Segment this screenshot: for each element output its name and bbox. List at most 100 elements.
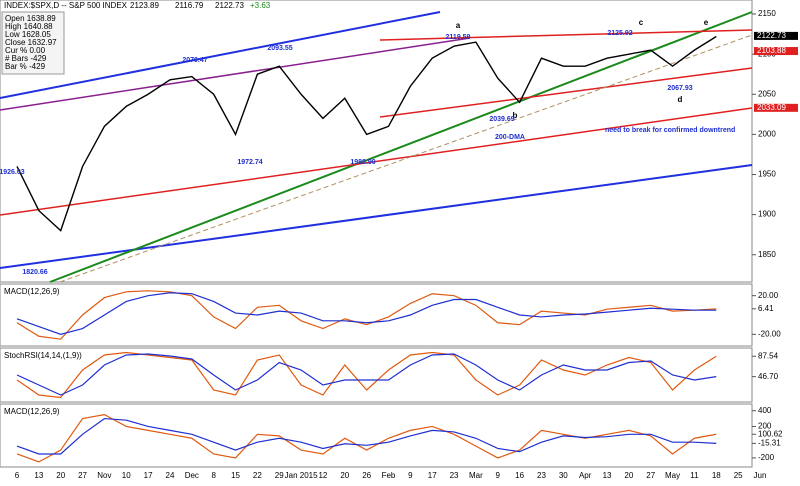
x-tick-label: 6 <box>15 471 20 480</box>
wave-label: d <box>678 95 683 104</box>
x-tick-label: 23 <box>537 471 546 480</box>
macd2-panel <box>0 403 753 468</box>
annotation: 1972.74 <box>237 159 262 166</box>
price-marker <box>754 47 798 56</box>
trend-line <box>0 37 471 111</box>
quote: 2122.73 <box>215 1 244 10</box>
x-tick-label: 27 <box>78 471 87 480</box>
x-tick-label: 10 <box>122 471 131 480</box>
annotation: 1820.66 <box>22 269 47 276</box>
annotation: 2119.59 <box>446 34 471 41</box>
x-tick-label: 20 <box>624 471 633 480</box>
x-tick-label: Apr <box>579 471 592 480</box>
info-line: High 1640.88 <box>5 22 53 31</box>
y-tick-label: 87.54 <box>758 351 779 360</box>
series-line <box>16 353 717 396</box>
x-tick-label: 18 <box>712 471 721 480</box>
x-tick-label: 24 <box>166 471 175 480</box>
price-marker-label: 2122.73 <box>757 31 786 40</box>
annotation: 2039.69 <box>489 116 514 123</box>
x-tick-label: Jan 2015 <box>285 471 318 480</box>
x-tick-label: Dec <box>185 471 199 480</box>
annotation: 2093.55 <box>267 45 292 52</box>
x-tick-label: 17 <box>428 471 437 480</box>
series-line <box>16 351 717 399</box>
x-tick-label: Jun <box>754 471 767 480</box>
x-tick-label: Nov <box>97 471 111 480</box>
info-line: Open 1638.89 <box>5 14 56 23</box>
x-tick-label: 13 <box>603 471 612 480</box>
annotation: need to break for confirmed downtrend <box>605 127 735 134</box>
ma-200 <box>0 107 753 216</box>
annotation: 2067.93 <box>667 85 692 92</box>
y-tick-label: -20.00 <box>758 329 781 338</box>
price-marker <box>754 31 798 40</box>
y-tick-label: -200 <box>758 453 775 462</box>
annotation: 1926.03 <box>0 169 25 176</box>
x-tick-label: 12 <box>318 471 327 480</box>
series-line <box>16 35 717 232</box>
info-line: Bar % -429 <box>5 62 46 71</box>
trend-line <box>379 67 753 118</box>
x-tick-label: 20 <box>56 471 65 480</box>
quote: 2123.89 <box>130 1 159 10</box>
x-tick-label: 27 <box>646 471 655 480</box>
x-tick-label: May <box>665 471 680 480</box>
panel-title: MACD(12,26,9) <box>4 407 60 416</box>
wave-label: e <box>704 18 709 27</box>
quote: +3.63 <box>250 1 271 10</box>
y-tick-label: 1950 <box>758 170 776 179</box>
y-tick-label: 6.41 <box>758 304 774 313</box>
x-tick-label: 9 <box>408 471 413 480</box>
x-tick-label: 29 <box>275 471 284 480</box>
x-tick-label: 26 <box>362 471 371 480</box>
annotation: 2125.92 <box>607 30 632 37</box>
y-tick-label: 20.00 <box>758 291 779 300</box>
trend-line <box>379 29 753 41</box>
x-tick-label: 8 <box>211 471 216 480</box>
wave-label: b <box>513 111 518 120</box>
info-line: Close 1632.97 <box>5 38 57 47</box>
trend-line <box>49 11 753 283</box>
x-tick-label: Mar <box>469 471 483 480</box>
x-tick-label: 30 <box>559 471 568 480</box>
macd-panel <box>0 283 753 347</box>
price-marker <box>754 103 798 112</box>
x-tick-label: 25 <box>734 471 743 480</box>
y-tick-label: 2050 <box>758 89 776 98</box>
x-tick-label: 23 <box>450 471 459 480</box>
x-tick-label: 13 <box>34 471 43 480</box>
y-tick-label: 1900 <box>758 210 776 219</box>
y-tick-label: 200 <box>758 422 772 431</box>
y-tick-label: 2150 <box>758 9 776 18</box>
x-tick-label: 11 <box>690 471 699 480</box>
x-tick-label: 15 <box>231 471 240 480</box>
annotation: 1980.90 <box>350 159 375 166</box>
y-tick-label: -15.31 <box>758 439 781 448</box>
annotation: 200-DMA <box>495 134 525 141</box>
info-line: # Bars -429 <box>5 54 47 63</box>
wave-label: a <box>456 21 461 30</box>
info-bg <box>1 11 65 75</box>
x-tick-label: Feb <box>382 471 396 480</box>
y-tick-label: 400 <box>758 406 772 415</box>
x-tick-label: 9 <box>496 471 501 480</box>
symbol: INDEX:$SPX,D -- S&P 500 INDEX <box>4 1 128 10</box>
annotation: 2079.47 <box>182 57 207 64</box>
panel-title: MACD(12,26,9) <box>4 287 60 296</box>
wave-label: c <box>639 18 644 27</box>
series-line <box>16 414 717 463</box>
y-tick-label: 1850 <box>758 250 776 259</box>
series-line <box>16 417 717 455</box>
y-tick-label: 100.62 <box>758 429 783 438</box>
x-tick-label: 22 <box>253 471 262 480</box>
quote: 2116.79 <box>175 1 204 10</box>
price-marker-label: 2033.09 <box>757 103 786 112</box>
trend-line <box>0 164 753 269</box>
price-marker-label: 2103.88 <box>757 46 786 55</box>
y-tick-label: 46.70 <box>758 372 779 381</box>
panel-title: StochRSI(14,14,(1,9)) <box>4 351 82 360</box>
series-line <box>16 292 717 335</box>
